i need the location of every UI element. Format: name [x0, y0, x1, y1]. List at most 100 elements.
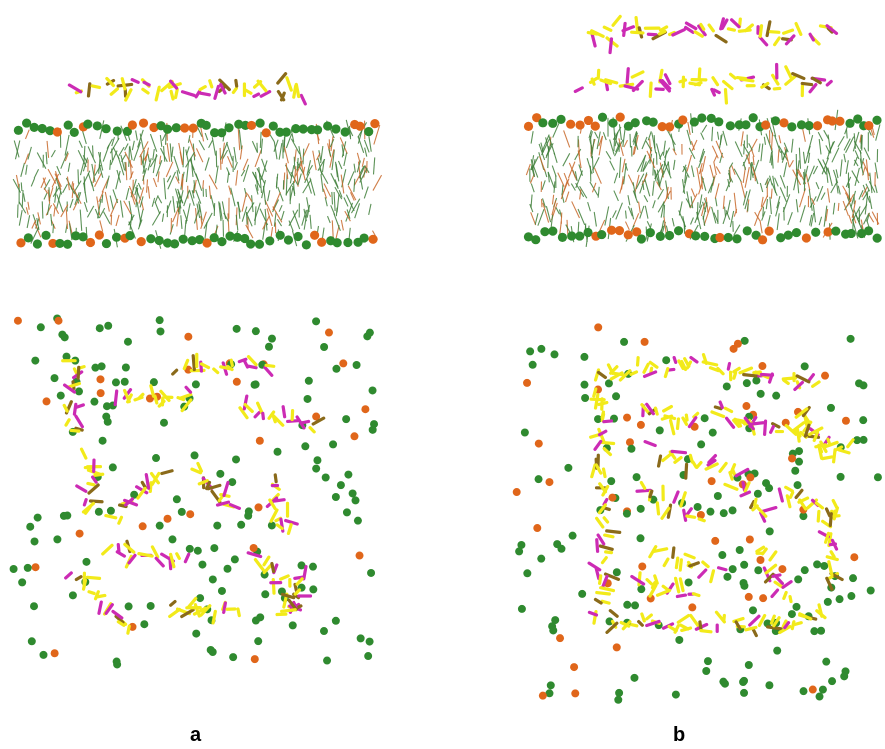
head-group-bead	[684, 578, 693, 587]
lipid-tail	[155, 160, 163, 177]
lipid-tail	[181, 178, 184, 191]
lipid-tail	[109, 195, 114, 210]
peptide-residue	[662, 557, 670, 568]
lipid-tail	[663, 216, 667, 234]
lipid-tail	[660, 201, 665, 218]
head-group-bead	[230, 555, 239, 564]
head-group-bead	[210, 544, 219, 553]
lipid-tail	[316, 153, 321, 161]
lipid-tail	[128, 146, 131, 167]
lipid-tail	[728, 169, 731, 180]
peptide-residue	[96, 593, 107, 599]
lipid-tail	[749, 162, 754, 178]
lipid-tail	[594, 131, 599, 139]
lipid-tail	[20, 182, 23, 191]
lipid-tail	[147, 158, 152, 171]
head-group-bead	[557, 232, 568, 242]
peptide-residue	[683, 552, 696, 560]
head-group-bead	[597, 229, 607, 240]
peptide-residue	[262, 564, 273, 575]
lipid-tail	[364, 147, 368, 157]
lipid-tail	[561, 184, 564, 195]
lipid-tail	[154, 201, 161, 215]
lipid-tail	[62, 183, 68, 194]
lipid-tail	[264, 199, 274, 217]
peptide-residue	[827, 560, 834, 577]
peptide-residue	[755, 545, 766, 553]
peptide-residue	[259, 90, 272, 98]
head-group-bead	[309, 585, 318, 594]
peptide-residue	[602, 25, 613, 32]
lipid-tail	[69, 198, 74, 209]
peptide-residue	[246, 355, 258, 367]
peptide-residue	[246, 551, 263, 559]
lipid-tail	[796, 172, 800, 194]
peptide-residue	[215, 500, 231, 507]
peptide-residue	[790, 620, 796, 631]
lipid-tail	[792, 169, 802, 186]
lipid-tail	[530, 183, 535, 193]
lipid-tail	[200, 211, 207, 230]
peptide-residue	[794, 407, 809, 419]
peptide-residue	[272, 498, 286, 503]
head-group-bead	[30, 602, 39, 611]
lipid-tail	[672, 148, 677, 156]
peptide-residue	[788, 491, 795, 499]
head-group-bead	[623, 230, 633, 240]
peptide-residue	[629, 370, 639, 376]
head-group-bead	[523, 121, 534, 131]
head-group-bead	[206, 645, 215, 654]
peptide-residue	[222, 601, 227, 615]
head-group-bead	[240, 233, 250, 244]
lipid-tail	[534, 213, 539, 225]
peptide-residue	[642, 362, 650, 374]
lipid-tail	[733, 208, 738, 217]
head-group-bead	[746, 473, 755, 482]
lipid-tail	[812, 204, 817, 223]
lipid-tail	[296, 157, 299, 171]
lipid-tail	[713, 212, 719, 223]
peptide-residue	[75, 484, 88, 493]
head-group-bead	[50, 649, 59, 658]
panel-b-top-view	[512, 323, 882, 704]
head-group-bead	[534, 475, 543, 484]
lipid-tail	[54, 186, 58, 203]
lipid-tail	[341, 141, 347, 158]
head-group-bead	[811, 227, 821, 237]
head-group-bead	[734, 120, 744, 130]
lipid-tail	[542, 202, 550, 223]
lipid-tail	[563, 172, 570, 187]
lipid-tail	[854, 150, 860, 160]
lipid-tail	[538, 143, 546, 161]
head-group-bead	[208, 575, 217, 584]
peptide-residue	[243, 402, 254, 414]
peptide-residue	[732, 418, 741, 428]
lipid-tail	[43, 187, 49, 194]
lipid-tail	[109, 159, 112, 170]
head-group-bead	[872, 115, 882, 125]
lipid-tail	[185, 151, 196, 168]
peptide-residue	[74, 575, 83, 582]
lipid-tail	[47, 168, 57, 184]
lipid-tail	[182, 209, 188, 222]
head-group-bead	[836, 472, 845, 481]
head-group-bead	[344, 470, 353, 479]
head-group-bead	[78, 232, 88, 242]
lipid-tail	[624, 210, 627, 219]
peptide-residue	[184, 385, 193, 394]
lipid-tail	[91, 145, 94, 158]
head-group-bead	[604, 379, 613, 388]
lipid-tail	[702, 215, 706, 226]
peptide-residue	[751, 626, 758, 638]
lipid-tail	[874, 162, 879, 179]
head-group-bead	[186, 510, 195, 519]
head-group-bead	[537, 344, 546, 353]
head-group-bead	[111, 232, 122, 242]
peptide-residue	[739, 77, 755, 83]
head-group-bead	[256, 613, 265, 622]
peptide-residue	[285, 76, 293, 92]
head-group-bead	[515, 547, 524, 556]
lipid-tail	[845, 176, 852, 188]
lipid-tail	[632, 146, 636, 156]
peptide-residue	[691, 592, 701, 598]
